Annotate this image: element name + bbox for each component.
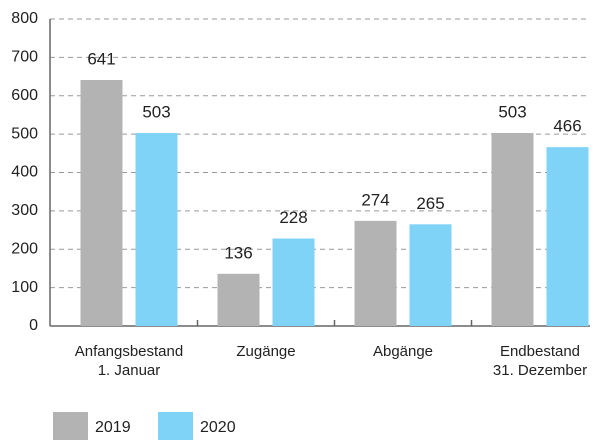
data-label: 466: [553, 117, 581, 136]
data-label: 228: [279, 208, 307, 227]
y-tick-label: 700: [11, 49, 38, 66]
legend-swatch: [53, 412, 88, 440]
x-tick-label: Zugänge: [236, 343, 296, 360]
data-label: 641: [87, 50, 115, 69]
bar: [80, 80, 123, 326]
y-tick-label: 0: [29, 317, 38, 334]
y-tick-label: 500: [11, 125, 38, 142]
y-tick-label: 400: [11, 164, 38, 181]
bar: [272, 238, 315, 326]
data-label: 136: [224, 243, 252, 262]
data-label: 503: [142, 102, 170, 121]
bar: [546, 147, 589, 326]
y-tick-label: 600: [11, 87, 38, 104]
data-label: 274: [361, 190, 389, 209]
y-tick-label: 100: [11, 279, 38, 296]
y-tick-label: 200: [11, 240, 38, 257]
bar: [217, 273, 260, 326]
bar: [491, 132, 534, 326]
y-tick-label: 300: [11, 202, 38, 219]
legend-label: 2019: [95, 419, 131, 436]
legend-label: 2020: [200, 419, 236, 436]
legend-swatch: [158, 412, 193, 440]
bar: [354, 220, 397, 326]
x-tick-label: Anfangsbestand 1. Januar: [74, 343, 184, 379]
x-tick-label: Endbestand 31. Dezember: [492, 343, 588, 379]
bar: [135, 132, 178, 326]
bar: [409, 224, 452, 326]
data-label: 503: [498, 102, 526, 121]
y-tick-label: 800: [11, 10, 38, 27]
x-tick-label: Abgänge: [372, 343, 434, 360]
data-label: 265: [416, 194, 444, 213]
